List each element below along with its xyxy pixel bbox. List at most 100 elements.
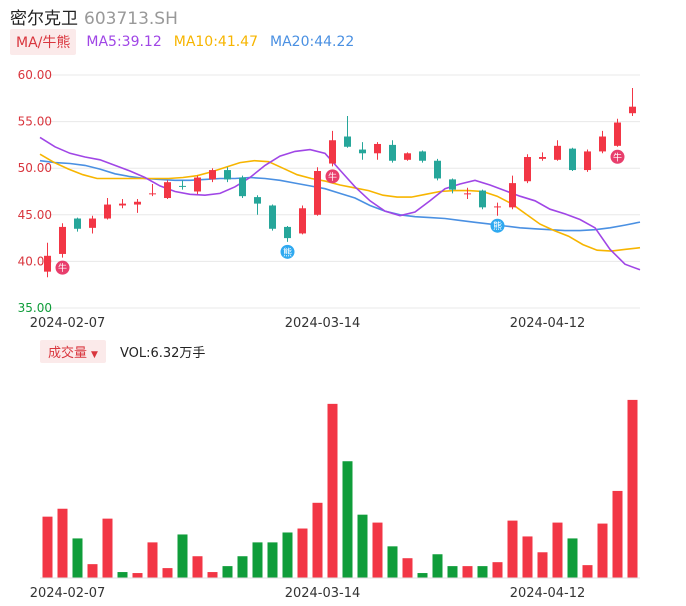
volume-bar [312,502,323,578]
bear-marker [490,218,505,233]
volume-x-tick-label: 2024-03-14 [285,586,361,601]
volume-value: VOL:6.32万手 [119,346,206,361]
volume-bar [297,528,308,578]
volume-bar [222,566,233,578]
stock-code: 603713.SH [84,9,178,29]
x-tick-label: 2024-04-12 [510,316,586,331]
candle-body [344,136,351,147]
volume-bar [102,518,113,578]
candle-body [569,148,576,171]
volume-bar [282,532,293,578]
volume-bar [597,523,608,578]
volume-bar [402,558,413,578]
candle-body [104,204,111,219]
bull-marker-label: 牛 [58,262,67,274]
bull-marker [55,260,70,275]
candle-body [194,177,201,192]
volume-bar [267,542,278,578]
stock-title: 密尔克卫 603713.SH [10,4,178,29]
candle-body [419,151,426,161]
volume-button-label: 成交量 [48,346,88,361]
ma5-legend-item: MA5:39.12 [86,34,162,50]
candle-body [74,218,81,229]
volume-bar [372,522,383,578]
volume-bar [477,566,488,578]
caret-down-icon: ▼ [91,350,98,360]
volume-bar [132,573,143,578]
volume-bar [552,522,563,578]
volume-indicator-button[interactable]: 成交量 ▼ [40,340,106,363]
volume-x-tick-label: 2024-02-07 [30,586,106,601]
volume-bar [177,534,188,578]
candle-body [599,136,606,152]
volume-bar [42,516,53,578]
volume-bar [192,556,203,578]
x-tick-label: 2024-02-07 [30,316,106,331]
bear-marker [280,244,295,259]
candle-body [614,122,621,146]
ma20-legend-item: MA20:44.22 [270,34,355,50]
volume-bar [522,536,533,578]
volume-bar [237,556,248,578]
candle-body [464,193,471,195]
candle-body [299,208,306,234]
volume-bar [252,542,263,578]
volume-bar [387,546,398,578]
bear-marker-label: 熊 [283,246,292,258]
candle-body [584,151,591,171]
volume-bar [117,572,128,578]
candle-body [209,170,216,180]
volume-bar [567,538,578,578]
x-tick-label: 2024-03-14 [285,316,361,331]
bull-marker [610,149,625,164]
candle-body [374,143,381,154]
candle-body [284,226,291,239]
candle-body [224,170,231,180]
volume-bar [582,565,593,578]
candle-body [629,106,636,114]
volume-bar [492,562,503,578]
bull-marker-label: 牛 [328,171,337,183]
volume-chart[interactable]: 2024-02-07 2024-03-14 2024-04-12 [0,360,686,606]
candle-body [449,179,456,190]
candle-body [434,160,441,179]
candle-body [59,226,66,254]
volume-bar [57,508,68,578]
volume-bar [462,566,473,578]
bull-marker-label: 牛 [613,151,622,163]
candle-body [404,153,411,160]
ma-legend: MA/牛熊 MA5:39.12 MA10:41.47 MA20:44.22 [10,29,366,55]
y-tick-label: 40.00 [18,254,52,268]
candlestick-chart[interactable]: 60.00 55.00 50.00 45.00 40.00 35.002024-02-07… [0,0,686,336]
volume-bar [627,399,638,578]
candle-body [509,183,516,208]
ma10-line [39,153,641,252]
candle-body [134,201,141,205]
volume-bar [612,490,623,578]
y-tick-label: 60.00 [18,68,52,82]
candle-body [359,149,366,154]
candle-body [179,185,186,187]
volume-bar [537,552,548,578]
volume-bar [162,568,173,578]
volume-bar [207,572,218,578]
candle-body [524,157,531,182]
volume-bar [72,538,83,578]
volume-bar [432,554,443,578]
candle-body [119,203,126,206]
volume-bar [447,566,458,578]
candle-body [269,205,276,229]
candle-body [314,170,321,215]
ma-toggle-button[interactable]: MA/牛熊 [10,29,77,55]
candle-body [329,140,336,164]
volume-bar [87,564,98,578]
volume-bar [327,403,338,578]
candle-body [239,177,246,197]
y-tick-label: 55.00 [18,115,52,129]
volume-x-tick-label: 2024-04-12 [510,586,586,601]
ma10-legend-item: MA10:41.47 [173,34,259,50]
candle-body [44,255,51,272]
candle-body [164,182,171,199]
stock-name: 密尔克卫 [10,9,78,29]
volume-header: 成交量 ▼ VOL:6.32万手 [40,340,205,363]
